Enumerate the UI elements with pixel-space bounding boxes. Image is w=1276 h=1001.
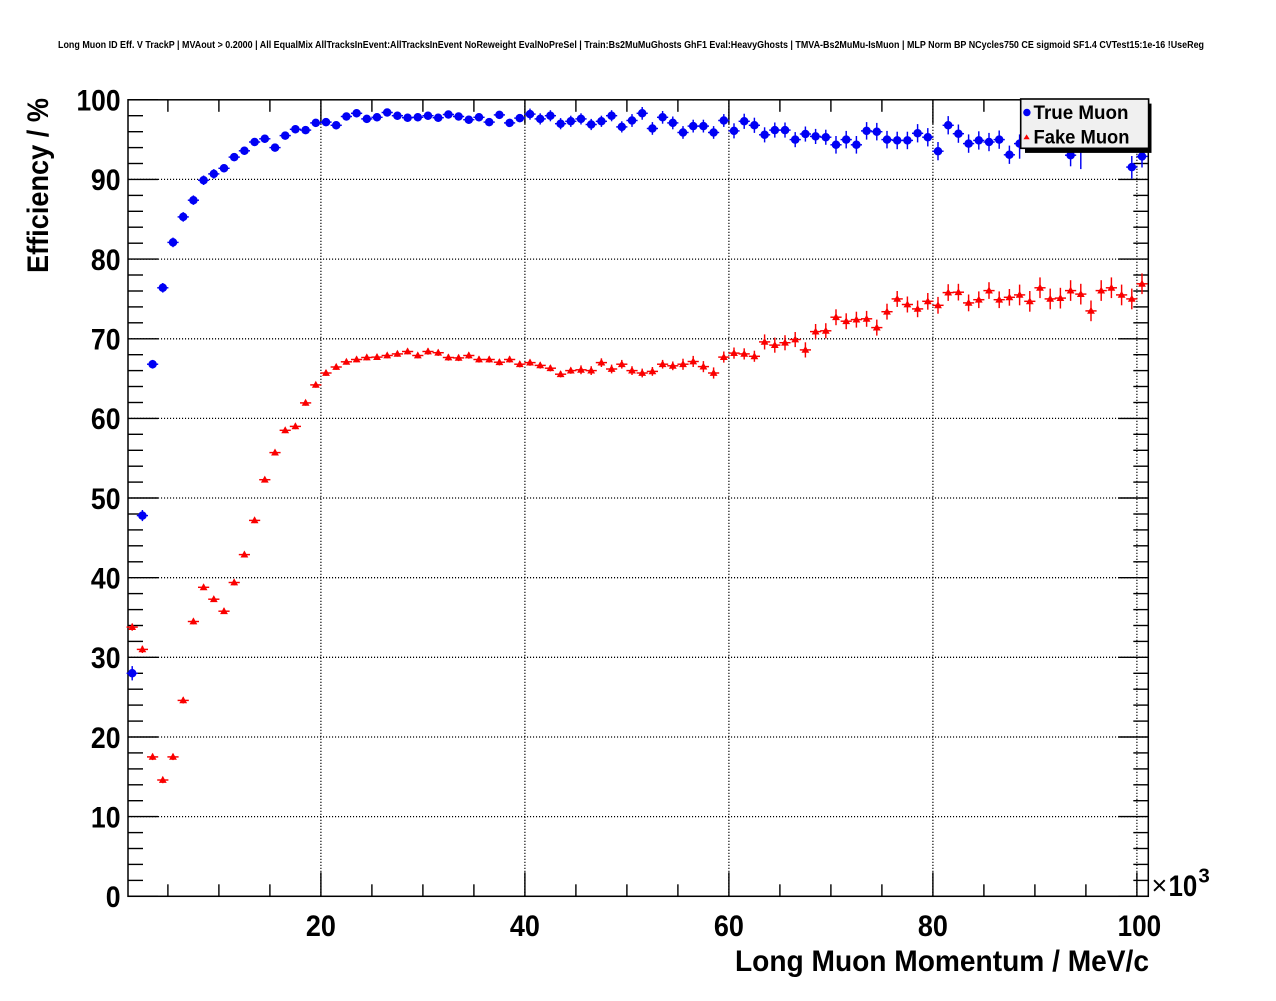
svg-text:100: 100 [1118,910,1162,943]
svg-text:90: 90 [91,164,121,197]
svg-text:10: 10 [1169,870,1198,903]
svg-text:3: 3 [1198,864,1209,887]
svg-text:80: 80 [91,244,121,277]
svg-text:Long Muon ID Eff. V TrackP | M: Long Muon ID Eff. V TrackP | MVAout > 0.… [58,39,1204,51]
svg-text:10: 10 [91,801,121,834]
svg-text:50: 50 [91,483,121,516]
svg-text:Fake Muon: Fake Muon [1034,127,1130,148]
svg-text:0: 0 [106,881,121,914]
svg-text:Long Muon Momentum / MeV/c: Long Muon Momentum / MeV/c [735,945,1149,978]
svg-text:70: 70 [91,324,121,357]
svg-text:True Muon: True Muon [1034,103,1129,124]
svg-text:Efficiency / %: Efficiency / % [22,98,55,273]
svg-text:30: 30 [91,642,121,675]
svg-text:100: 100 [77,85,121,118]
svg-text:80: 80 [918,910,948,943]
svg-text:60: 60 [91,403,121,436]
svg-text:20: 20 [306,910,336,943]
svg-text:20: 20 [91,722,121,755]
svg-text:×: × [1152,871,1168,901]
svg-text:60: 60 [714,910,744,943]
svg-text:40: 40 [91,563,121,596]
svg-text:40: 40 [510,910,540,943]
